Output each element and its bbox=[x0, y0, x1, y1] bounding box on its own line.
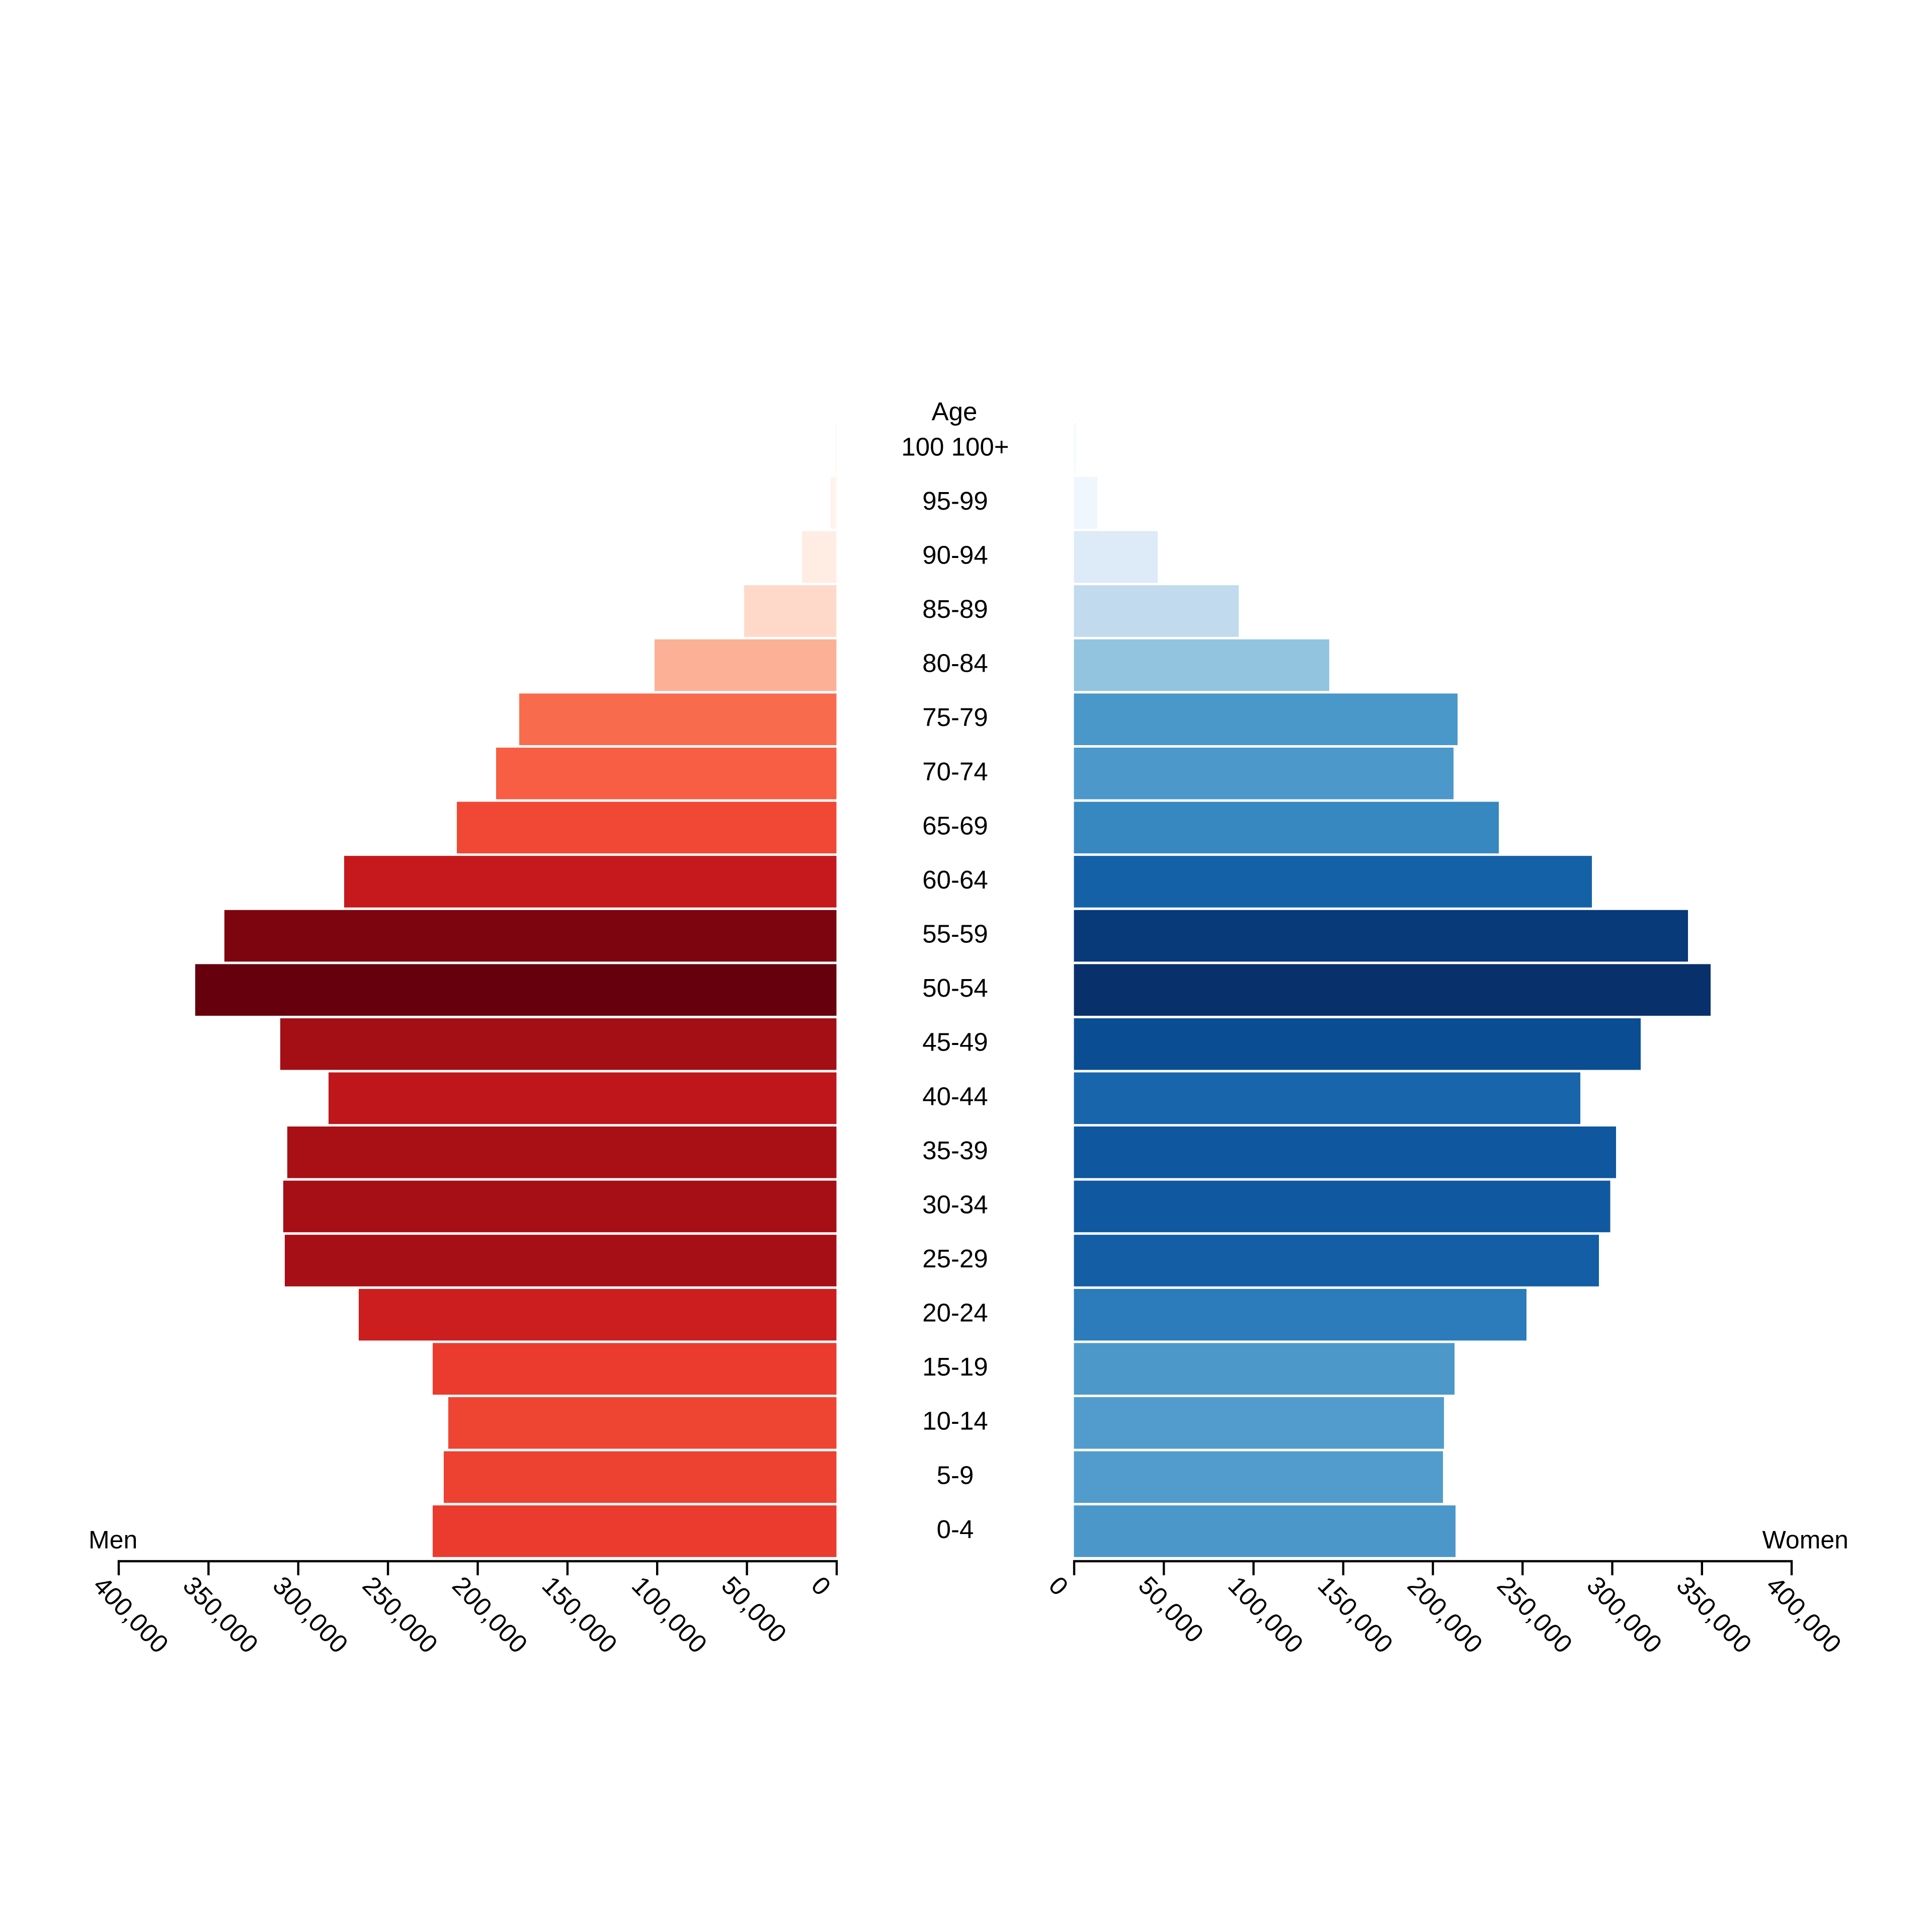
svg-text:20-24: 20-24 bbox=[922, 1299, 988, 1327]
svg-text:75-79: 75-79 bbox=[922, 703, 988, 732]
svg-text:95-99: 95-99 bbox=[922, 487, 988, 515]
svg-text:35-39: 35-39 bbox=[922, 1136, 988, 1165]
svg-text:Age: Age bbox=[932, 397, 978, 426]
svg-text:80-84: 80-84 bbox=[922, 649, 988, 678]
svg-text:10-14: 10-14 bbox=[922, 1407, 988, 1435]
svg-text:0-4: 0-4 bbox=[937, 1515, 974, 1544]
svg-text:25-29: 25-29 bbox=[922, 1244, 988, 1273]
svg-text:55-59: 55-59 bbox=[922, 920, 988, 948]
svg-text:30-34: 30-34 bbox=[922, 1190, 988, 1219]
svg-text:85-89: 85-89 bbox=[922, 595, 988, 623]
svg-text:40-44: 40-44 bbox=[922, 1082, 988, 1110]
svg-text:65-69: 65-69 bbox=[922, 811, 988, 840]
svg-text:100 100+: 100 100+ bbox=[901, 432, 1009, 461]
svg-text:90-94: 90-94 bbox=[922, 541, 988, 570]
svg-text:15-19: 15-19 bbox=[922, 1352, 988, 1381]
svg-text:5-9: 5-9 bbox=[937, 1461, 974, 1489]
svg-text:60-64: 60-64 bbox=[922, 865, 988, 894]
svg-text:50-54: 50-54 bbox=[922, 974, 988, 1002]
svg-text:Men: Men bbox=[89, 1526, 137, 1554]
svg-text:70-74: 70-74 bbox=[922, 757, 988, 786]
svg-text:Women: Women bbox=[1762, 1526, 1848, 1554]
svg-text:45-49: 45-49 bbox=[922, 1028, 988, 1057]
